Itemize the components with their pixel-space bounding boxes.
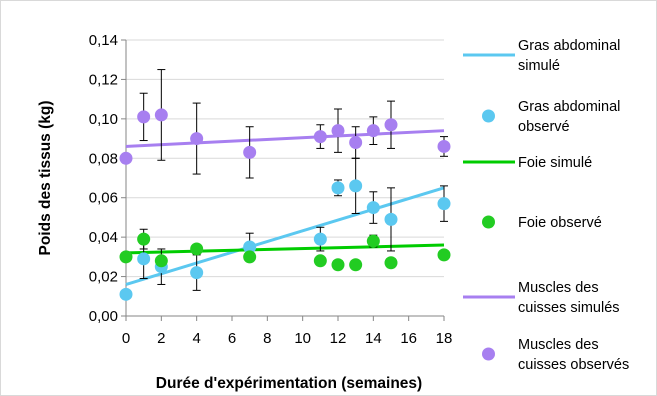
series-3-point bbox=[384, 256, 398, 270]
series-5-point bbox=[366, 124, 380, 138]
y-tick-label: 0,08 bbox=[89, 150, 118, 167]
legend-label: Muscles des bbox=[518, 337, 599, 353]
series-3-point bbox=[154, 254, 168, 268]
y-tick-label: 0,02 bbox=[89, 269, 118, 286]
legend-marker-1 bbox=[482, 109, 495, 123]
x-tick-label: 10 bbox=[294, 330, 311, 347]
series-3-point bbox=[137, 232, 151, 246]
series-1-point bbox=[190, 266, 204, 280]
y-tick-label: 0,12 bbox=[89, 71, 118, 88]
series-3-point bbox=[190, 242, 204, 256]
series-3-point bbox=[366, 234, 380, 248]
x-tick-label: 16 bbox=[400, 330, 417, 347]
x-tick-label: 12 bbox=[330, 330, 347, 347]
y-tick-labels: 0,00 0,02 0,04 0,06 0,08 0,10 0,12 0,14 bbox=[89, 32, 118, 325]
legend-label: cuisses simulés bbox=[518, 300, 620, 316]
x-tick-label: 6 bbox=[228, 330, 236, 347]
series-1-point bbox=[384, 212, 398, 226]
legend-label: observé bbox=[518, 119, 570, 135]
y-tick-label: 0,10 bbox=[89, 111, 118, 128]
series-5-point bbox=[349, 136, 363, 150]
series-1-point bbox=[313, 232, 327, 246]
series-1-point bbox=[349, 179, 363, 193]
legend: Gras abdominal simulé Gras abdominal observ… bbox=[463, 38, 629, 373]
x-axis-title: Durée d'expérimentation (semaines) bbox=[156, 375, 422, 392]
legend-label: simulé bbox=[518, 58, 560, 74]
axes bbox=[121, 39, 445, 321]
y-axis-title: Poids des tissus (kg) bbox=[37, 100, 54, 255]
series-3-point bbox=[331, 258, 345, 272]
series-1-point bbox=[243, 240, 257, 254]
series-1-point bbox=[137, 252, 151, 266]
x-tick-label: 8 bbox=[263, 330, 271, 347]
series-5-point bbox=[190, 132, 204, 146]
series-1-point bbox=[437, 197, 451, 211]
series-5-point bbox=[384, 118, 398, 132]
series-5-point bbox=[313, 130, 327, 144]
x-tick-label: 0 bbox=[122, 330, 130, 347]
series-5-point bbox=[331, 124, 345, 138]
legend-label: Gras abdominal bbox=[518, 99, 620, 115]
legend-label: Foie observé bbox=[518, 215, 602, 231]
series-5-point bbox=[154, 108, 168, 122]
series-1-point bbox=[119, 287, 133, 301]
series-3-point bbox=[313, 254, 327, 268]
plot-area bbox=[119, 69, 451, 301]
y-tick-label: 0,06 bbox=[89, 190, 118, 207]
y-tick-label: 0,14 bbox=[89, 32, 118, 49]
legend-label: Muscles des bbox=[518, 280, 599, 296]
legend-marker-5 bbox=[482, 347, 495, 361]
series-3-point bbox=[243, 250, 257, 264]
legend-marker-3 bbox=[482, 215, 495, 229]
legend-label: Gras abdominal bbox=[518, 38, 620, 54]
y-tick-label: 0,00 bbox=[89, 308, 118, 325]
x-tick-labels: 0 2 4 6 8 10 12 14 16 18 bbox=[122, 330, 453, 347]
series-5-point bbox=[137, 110, 151, 124]
x-tick-label: 18 bbox=[436, 330, 453, 347]
series-1-point bbox=[331, 181, 345, 195]
series-5-point bbox=[243, 145, 257, 159]
legend-label: cuisses observés bbox=[518, 357, 629, 373]
series-5-point bbox=[119, 151, 133, 165]
series-3-point bbox=[349, 258, 363, 272]
series-3-point bbox=[437, 248, 451, 262]
x-tick-label: 14 bbox=[365, 330, 382, 347]
x-tick-label: 4 bbox=[192, 330, 200, 347]
series-1-point bbox=[366, 201, 380, 215]
y-tick-label: 0,04 bbox=[89, 229, 118, 246]
legend-label: Foie simulé bbox=[518, 155, 592, 171]
series-5-point bbox=[437, 139, 451, 153]
series-3-point bbox=[119, 250, 133, 264]
x-tick-label: 2 bbox=[157, 330, 165, 347]
